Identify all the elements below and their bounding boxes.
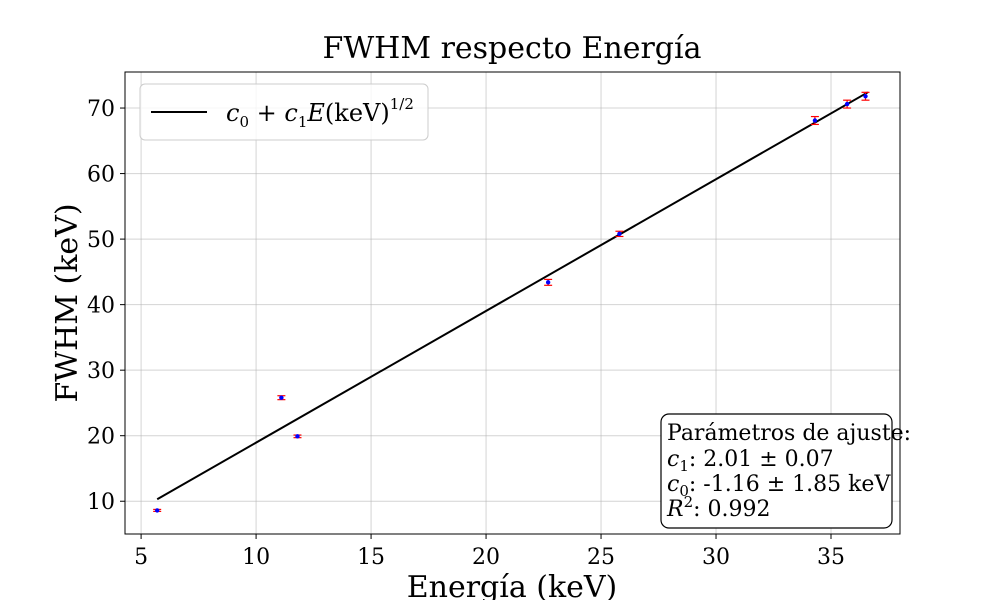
- params-c1: c1: 2.01 ± 0.07: [667, 447, 834, 475]
- legend: c0 + c1E(keV)1/2: [139, 83, 429, 141]
- x-tick-label: 20: [472, 545, 500, 570]
- x-tick-label: 5: [134, 545, 148, 570]
- x-tick-label: 30: [702, 545, 730, 570]
- grid: [125, 72, 900, 534]
- data-point: [617, 231, 622, 237]
- data-point: [154, 508, 160, 513]
- chart-title: FWHM respecto Energía: [323, 31, 702, 66]
- x-axis-title: Energía (keV): [407, 570, 618, 600]
- data-point: [295, 434, 300, 439]
- plot-frame: [124, 71, 901, 535]
- y-tick-label: 60: [87, 163, 115, 188]
- params-r2: R2: 0.992: [666, 493, 771, 522]
- data-point: [279, 395, 284, 400]
- fit-line-layer: [156, 91, 869, 501]
- y-tick-label: 40: [87, 294, 115, 319]
- fit-parameters-box: Parámetros de ajuste: c1: 2.01 ± 0.07 c0…: [660, 413, 911, 529]
- legend-box: [139, 83, 429, 141]
- legend-c0: c: [226, 99, 239, 127]
- y-tick-label: 50: [87, 228, 115, 253]
- params-c0: c0: -1.16 ± 1.85 keV: [667, 472, 891, 500]
- y-tick-label: 30: [87, 359, 115, 384]
- params-heading: Parámetros de ajuste:: [667, 421, 911, 446]
- y-tick-label: 20: [87, 425, 115, 450]
- ticks: 5 10 15 20 25 30 35 10 20 30 40 50 60 70: [87, 97, 845, 570]
- x-tick-label: 35: [817, 545, 845, 570]
- data-point: [812, 118, 818, 123]
- x-tick-label: 25: [587, 545, 615, 570]
- x-tick-label: 15: [357, 545, 385, 570]
- x-tick-label: 10: [242, 545, 270, 570]
- data-point: [863, 94, 868, 99]
- y-tick-label: 10: [87, 490, 115, 515]
- data-points-layer: [153, 91, 870, 513]
- data-point: [844, 101, 850, 107]
- params-box-frame: [660, 413, 893, 529]
- y-axis-title: FWHM (keV): [50, 203, 85, 402]
- legend-label: c0 + c1E(keV)1/2: [226, 95, 414, 131]
- data-point: [545, 280, 551, 285]
- y-tick-label: 70: [87, 97, 115, 122]
- fit-line: [156, 91, 869, 501]
